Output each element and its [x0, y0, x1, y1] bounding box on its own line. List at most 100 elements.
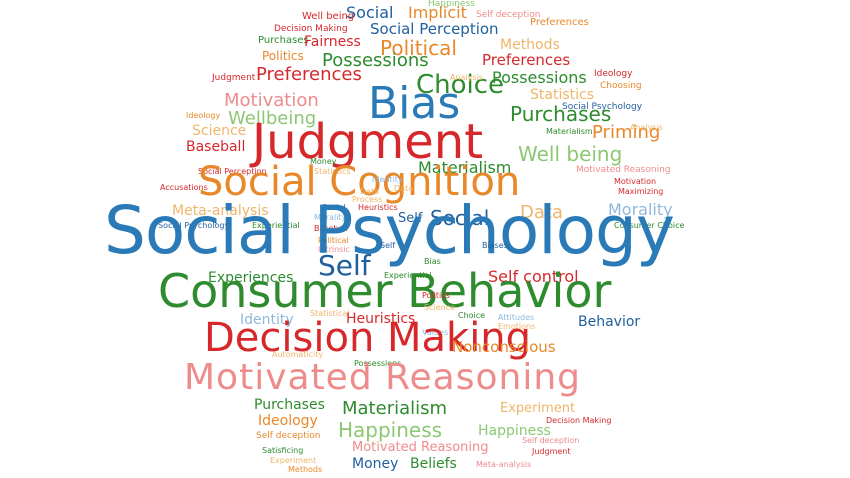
word-experiment: Experiment — [500, 401, 576, 416]
word-preferences-2: Preferences — [482, 51, 571, 69]
word-social-psychology-small: Social Psychology — [562, 102, 643, 112]
word-social-2: Social — [430, 206, 490, 230]
word-self-control: Self control — [488, 267, 579, 286]
word-statistical: Statistical — [310, 309, 350, 318]
word-consumer-choice: Consumer Choice — [614, 221, 685, 230]
word-beliefs: Beliefs — [410, 456, 457, 472]
word-well-being-2: Well being — [518, 142, 623, 166]
word-self-deception: Self deception — [476, 10, 541, 20]
word-baseball: Baseball — [186, 139, 246, 155]
word-choosing: Choosing — [600, 81, 642, 91]
word-wellbeing: Wellbeing — [228, 108, 317, 129]
word-well-being: Well being — [302, 11, 355, 22]
word-morality: Morality — [608, 200, 673, 219]
word-biases: Biases — [482, 241, 508, 250]
word-bias-small: Bias — [424, 257, 441, 266]
word-consumer-behavior: Consumer Behavior — [158, 264, 612, 318]
word-experiential: Experiential — [252, 221, 300, 230]
word-intrinsic: Intrinsic — [318, 245, 350, 254]
word-judgment: Judgment — [252, 114, 484, 170]
word-identity: Identity — [372, 175, 403, 184]
word-self-deception-2: Self deception — [256, 431, 321, 441]
word-bias: Bias — [368, 78, 461, 129]
word-implicit: Implicit — [408, 3, 467, 22]
word-baseball-small: Baseball — [314, 224, 348, 233]
word-possessions: Possessions — [322, 50, 429, 71]
word-experiment-small: Experiment — [270, 456, 317, 465]
word-purchases-2: Purchases — [510, 102, 612, 126]
word-identity-2: Identity — [240, 312, 294, 328]
word-morality-small: Morality — [314, 213, 347, 222]
word-motivation-small: Motivation — [614, 177, 657, 186]
word-methods-small: Methods — [288, 465, 323, 474]
word-data-small: Data — [394, 184, 414, 193]
word-maximizing: Maximizing — [618, 187, 664, 196]
word-behavior: Behavior — [578, 314, 641, 330]
word-statistics: Statistics — [530, 87, 594, 103]
word-decision-making-small: Decision Making — [546, 416, 612, 425]
word-self-small: Self — [398, 211, 423, 226]
word-process: Process — [352, 195, 383, 204]
word-social: Social — [346, 3, 394, 22]
word-social-psychology: Social Psychology — [104, 192, 675, 269]
word-social-perception: Social Perception — [370, 20, 499, 38]
word-heuristics: Heuristics — [346, 311, 416, 327]
word-social-small: Social — [322, 203, 346, 212]
word-meta-analysis: Meta-analysis — [172, 203, 269, 219]
word-materialism-small: Materialism — [546, 127, 593, 136]
word-priming: Priming — [592, 122, 661, 143]
word-analysis-2: Analysis — [630, 123, 663, 132]
word-choice: Choice — [416, 70, 505, 100]
word-accusations: Accusations — [160, 183, 208, 192]
word-self-tiny: Self — [380, 241, 396, 250]
word-self-deception-3: Self deception — [522, 436, 580, 445]
word-political: Political — [380, 36, 457, 60]
word-choice-small: Choice — [458, 311, 486, 320]
word-possessions-2: Possessions — [492, 68, 587, 87]
word-political-small: Political — [318, 236, 349, 245]
word-possessions-small: Possessions — [354, 359, 402, 368]
word-purchases: Purchases — [258, 35, 309, 46]
word-methods: Methods — [500, 37, 560, 53]
word-statistics-small: Statistics — [314, 167, 351, 176]
word-attitudes: Attitudes — [498, 313, 535, 322]
word-values: Values — [422, 328, 449, 337]
word-money-2: Money — [352, 456, 399, 472]
word-self: Self — [318, 249, 371, 282]
word-money: Money — [310, 157, 337, 166]
word-decision-making-big: Decision Making — [204, 315, 532, 361]
word-purchases-3: Purchases — [254, 397, 325, 413]
word-motivated-reasoning-small: Motivated Reasoning — [576, 165, 671, 175]
word-happiness: Happiness — [428, 0, 475, 9]
word-happiness-2: Happiness — [478, 423, 551, 439]
word-nonconscious: Nonconscious — [452, 338, 556, 356]
word-experiences: Experiences — [208, 270, 294, 286]
word-experiential-2: Experiential — [384, 271, 432, 280]
word-fairness: Fairness — [304, 34, 361, 50]
word-preferences-3: Preferences — [256, 64, 362, 85]
word-judgment-small: Judgment — [212, 73, 256, 83]
word-ideology: Ideology — [594, 69, 633, 79]
word-motivated-reasoning-2: Motivated Reasoning — [352, 440, 489, 455]
word-decision-making: Decision Making — [274, 24, 348, 34]
word-motivation: Motivation — [224, 90, 319, 111]
word-materialism-2: Materialism — [342, 398, 448, 419]
word-meta-analysis-small: Meta-analysis — [476, 460, 532, 469]
word-politics: Politics — [262, 49, 304, 63]
word-motivated-reasoning: Motivated Reasoning — [184, 357, 581, 398]
word-science: Science — [192, 123, 247, 139]
word-social-perception-small: Social Perception — [198, 167, 267, 176]
word-ideology-3: Ideology — [258, 413, 318, 429]
word-data: Data — [520, 202, 563, 223]
word-materialism: Materialism — [418, 158, 512, 177]
word-satisficing: Satisficing — [262, 446, 304, 455]
word-analysis: Analysis — [450, 73, 483, 82]
word-happiness-big: Happiness — [338, 418, 443, 442]
word-automaticity: Automaticity — [272, 350, 324, 359]
word-science-small: Science — [424, 303, 456, 312]
word-judgment-tiny: Judgment — [532, 447, 571, 456]
word-politics-small: Politics — [422, 291, 450, 300]
word-ideology-2: Ideology — [186, 111, 221, 120]
word-heuristics-small: Heuristics — [358, 203, 398, 212]
